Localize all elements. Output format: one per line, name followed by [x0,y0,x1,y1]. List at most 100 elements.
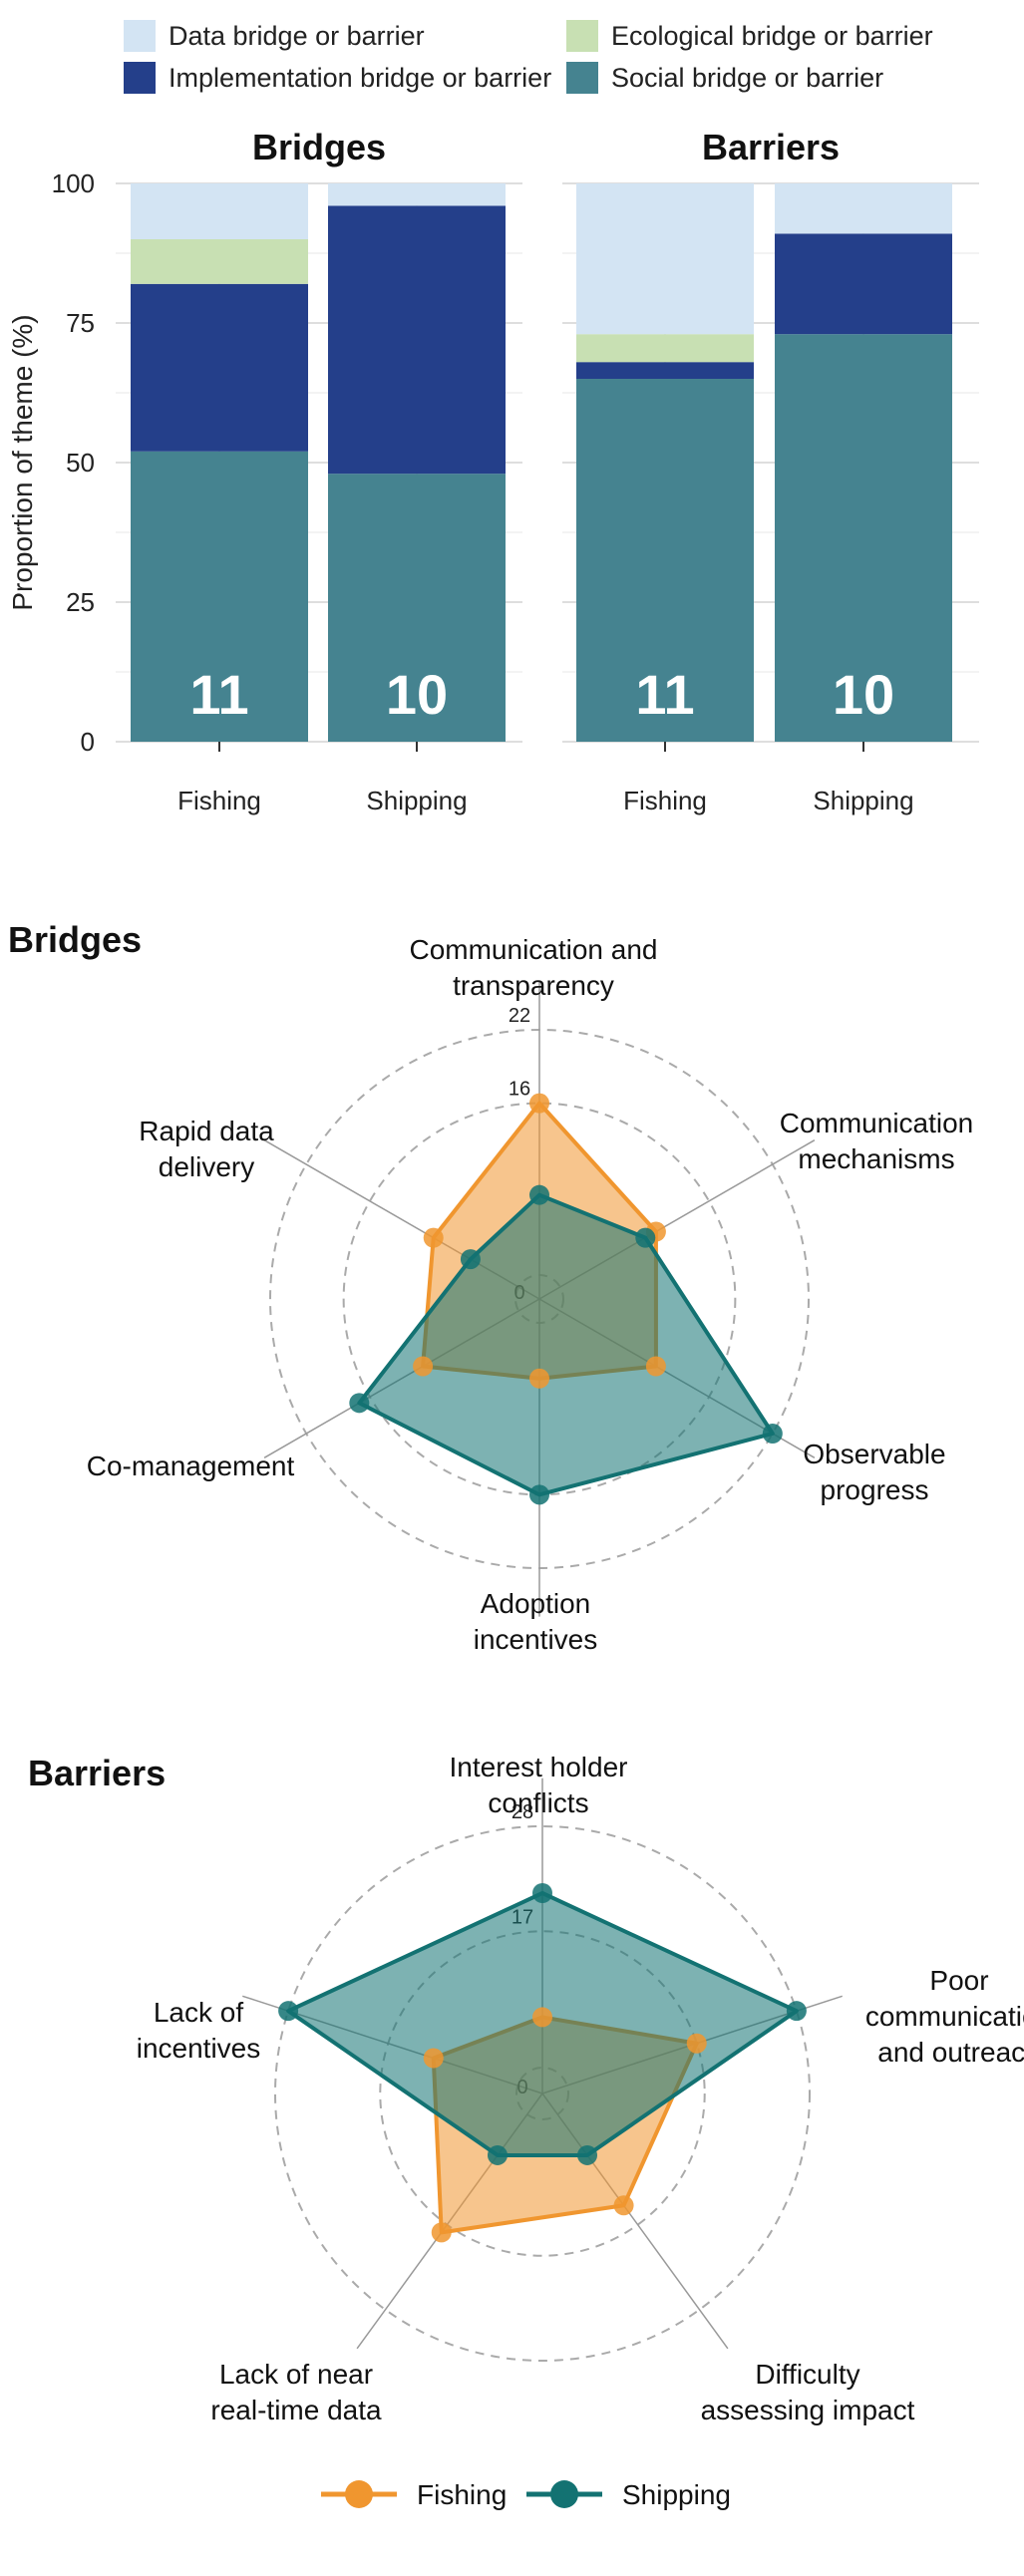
radar-chart-bridges: Bridges01622Communication andtransparenc… [8,919,973,1655]
radar-axis-label: delivery [159,1151,254,1182]
bar-segment-data-bridge-or-barrier [576,183,754,335]
radar-title-barriers: Barriers [28,1753,166,1793]
radar-axis-label: transparency [453,970,614,1001]
radar-axis-label: Lack of near [219,2359,373,2390]
y-tick-label: 25 [66,587,95,617]
legend-swatch-social-bridge-or-barrier [566,62,598,94]
legend-label-shipping: Shipping [622,2479,731,2510]
legend-swatch-data-bridge-or-barrier [124,20,156,52]
radar-point-shipping [529,1184,549,1205]
radar-point-shipping [529,1484,549,1505]
radar-axis-label: Interest holder [450,1752,628,1782]
legend-marker-fishing [345,2480,373,2508]
legend-swatch-ecological-bridge-or-barrier [566,20,598,52]
radar-ring [379,1930,706,2257]
legend-marker-shipping [550,2480,578,2508]
radar-axis-label: Rapid data [139,1116,274,1146]
radar-point-fishing [532,2007,552,2028]
bar-segment-implementation-bridge-or-barrier [576,362,754,379]
legend-label-social-bridge-or-barrier: Social bridge or barrier [611,63,883,93]
radar-axis-label: Observable [803,1439,945,1469]
radar-axis-label: Poor [929,1965,988,1996]
y-tick-label: 100 [52,168,95,198]
y-tick-label: 50 [66,448,95,478]
radar-axis-label: incentives [137,2033,261,2064]
radar-point-fishing [423,1227,444,1248]
y-tick-label: 0 [81,727,95,757]
bar-segment-implementation-bridge-or-barrier [775,233,952,335]
bar-count-label: 11 [635,663,694,726]
radar-point-shipping [635,1227,656,1248]
radar-point-fishing [431,2222,452,2243]
legend-bottom: Fishing Shipping [321,2479,731,2510]
panel-title-barriers: Barriers [702,127,840,167]
radar-ring [274,1825,811,2362]
x-tick-label-fishing: Fishing [623,786,707,815]
radar-point-fishing [413,1356,434,1377]
radar-point-shipping [532,1883,552,1903]
radar-area-shipping [357,1192,775,1497]
legend-swatch-implementation-bridge-or-barrier [124,62,156,94]
radar-axis-label: incentives [474,1624,598,1655]
radar-axis-label: real-time data [210,2395,382,2425]
bar-segment-data-bridge-or-barrier [131,183,308,239]
radar-axis-label: Difficulty [755,2359,859,2390]
radar-axis-label: Lack of [154,1997,243,2028]
bar-segment-social-bridge-or-barrier [775,334,952,742]
radar-point-fishing [613,2195,634,2216]
bar-segment-social-bridge-or-barrier [131,451,308,742]
bar-count-label: 11 [189,663,248,726]
legend-label-implementation-bridge-or-barrier: Implementation bridge or barrier [169,63,551,93]
stacked-bar-chart: Proportion of theme (%) 0 25 50 75 100 Bridges… [7,127,979,815]
radar-chart-barriers: Barriers01728Interest holderconflictsPoo… [28,1752,1024,2425]
bar-count-label: 10 [386,663,448,726]
radar-point-shipping [577,2144,598,2165]
radar-ring-label: 28 [512,1801,533,1823]
bar-segment-data-bridge-or-barrier [775,183,952,234]
bar-segment-data-bridge-or-barrier [328,183,506,206]
x-tick-label-shipping: Shipping [813,786,913,815]
legend-label-fishing: Fishing [417,2479,507,2510]
bar-segment-social-bridge-or-barrier [576,379,754,742]
radar-point-shipping [487,2144,508,2165]
bar-count-label: 10 [833,663,894,726]
radar-point-fishing [423,2048,444,2069]
radar-point-shipping [762,1424,783,1444]
radar-axis-label: communication [865,2001,1024,2032]
bar-segment-ecological-bridge-or-barrier [131,239,308,284]
x-tick-label-shipping: Shipping [366,786,467,815]
radar-axis-label: Communication and [409,934,657,965]
x-tick-label-fishing: Fishing [177,786,261,815]
bar-segment-implementation-bridge-or-barrier [131,283,308,452]
legend-top: Data bridge or barrier Ecological bridge … [124,20,933,94]
bar-segment-implementation-bridge-or-barrier [328,205,506,475]
radar-axis-label: Co-management [87,1450,295,1481]
radar-ring-label: 22 [509,1005,530,1027]
radar-point-fishing [529,1368,549,1389]
bar-segment-social-bridge-or-barrier [328,474,506,742]
radar-point-shipping [278,2001,299,2022]
radar-point-shipping [349,1393,370,1414]
radar-axis-label: Communication [780,1108,974,1138]
radar-axis-label: and outreach [877,2037,1024,2068]
radar-point-fishing [529,1093,549,1114]
legend-label-ecological-bridge-or-barrier: Ecological bridge or barrier [611,21,933,51]
y-axis-label: Proportion of theme (%) [7,314,38,610]
radar-ring-label: 16 [509,1079,530,1101]
radar-axis-label: conflicts [488,1787,588,1818]
bar-segment-ecological-bridge-or-barrier [576,334,754,363]
radar-axis-label: progress [821,1474,929,1505]
legend-label-data-bridge-or-barrier: Data bridge or barrier [169,21,425,51]
radar-title-bridges: Bridges [8,919,142,960]
radar-point-shipping [786,2001,807,2022]
panel-title-bridges: Bridges [252,127,386,167]
radar-axis-label: mechanisms [798,1143,954,1174]
radar-point-shipping [460,1249,481,1270]
y-tick-label: 75 [66,308,95,338]
radar-point-fishing [645,1356,666,1377]
radar-axis-label: assessing impact [701,2395,915,2425]
radar-point-fishing [686,2033,707,2054]
radar-axis-label: Adoption [481,1588,591,1619]
